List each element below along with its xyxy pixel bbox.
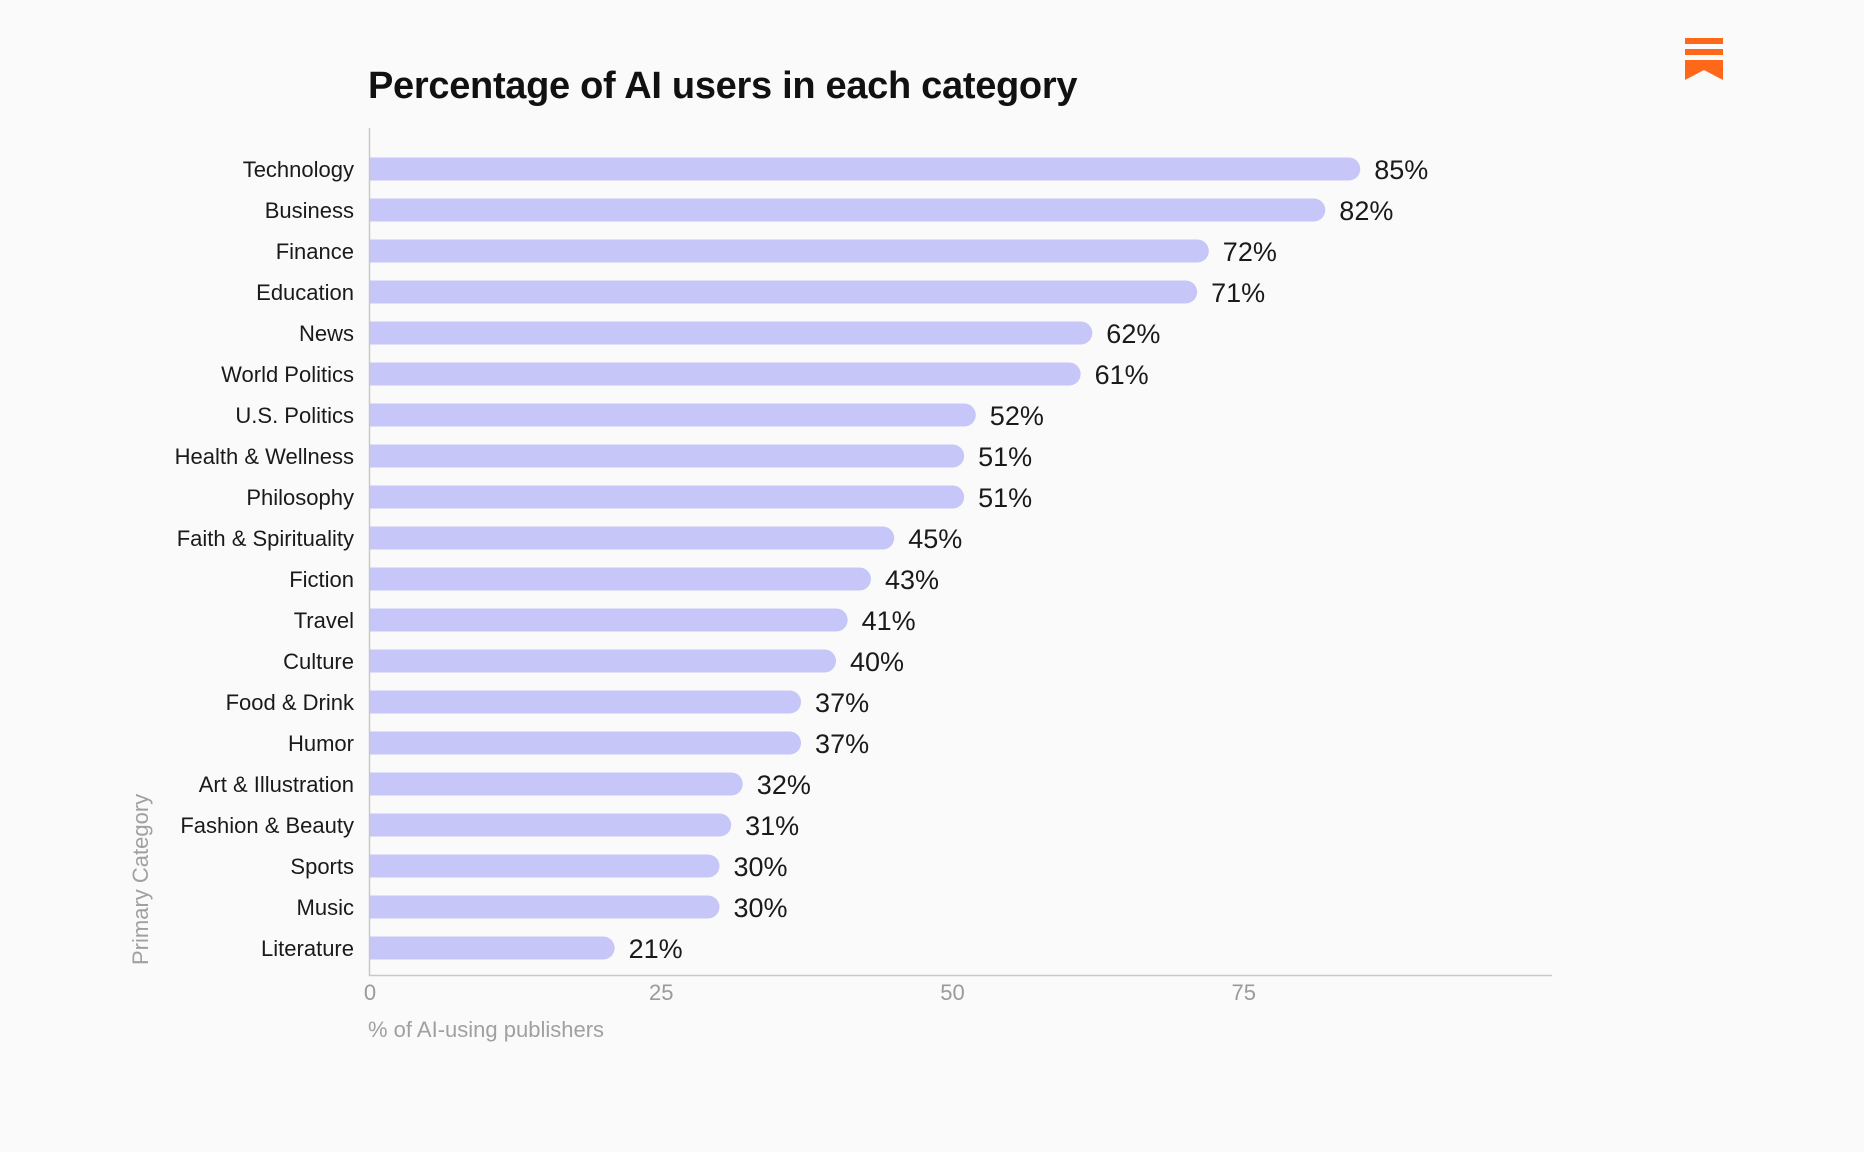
y-axis-title: Primary Category: [128, 794, 153, 965]
value-label: 40%: [850, 647, 904, 677]
x-tick-label: 75: [1232, 980, 1256, 1005]
value-label: 31%: [745, 811, 799, 841]
category-label: Humor: [288, 731, 354, 756]
bar: [370, 854, 720, 878]
category-label: U.S. Politics: [235, 403, 354, 428]
value-label: 52%: [990, 401, 1044, 431]
value-label: 32%: [757, 770, 811, 800]
x-tick-label: 25: [649, 980, 673, 1005]
value-label: 43%: [885, 565, 939, 595]
value-label: 62%: [1106, 319, 1160, 349]
value-label: 21%: [629, 934, 683, 964]
x-tick-label: 0: [364, 980, 376, 1005]
category-label: Fashion & Beauty: [180, 813, 354, 838]
category-label: Health & Wellness: [175, 444, 354, 469]
x-tick-label: 50: [940, 980, 964, 1005]
category-labels: Technology Business Finance Education News Wo…: [175, 157, 355, 961]
value-label: 85%: [1374, 155, 1428, 185]
value-label: 51%: [978, 442, 1032, 472]
category-label: Fiction: [289, 567, 354, 592]
category-label: Sports: [290, 854, 354, 879]
bar: [370, 649, 837, 673]
category-label: Literature: [261, 936, 354, 961]
category-label: Philosophy: [246, 485, 354, 510]
category-label: Music: [297, 895, 354, 920]
category-label: Finance: [276, 239, 354, 264]
category-label: Faith & Spirituality: [177, 526, 354, 551]
bar: [370, 321, 1093, 345]
category-label: Travel: [294, 608, 354, 633]
value-label: 51%: [978, 483, 1032, 513]
bar: [370, 280, 1198, 304]
value-label: 37%: [815, 729, 869, 759]
value-label: 41%: [862, 606, 916, 636]
bar: [370, 936, 615, 960]
substack-logo-icon: [1685, 38, 1723, 80]
x-axis-title: % of AI-using publishers: [368, 1017, 604, 1042]
bar: [370, 567, 871, 591]
value-label: 61%: [1095, 360, 1149, 390]
x-axis-ticks: 0 25 50 75: [364, 980, 1256, 1005]
category-label: Business: [265, 198, 354, 223]
bar: [370, 444, 965, 468]
bar: [370, 526, 895, 550]
bar: [370, 731, 802, 755]
bar: [370, 608, 848, 632]
value-label: 37%: [815, 688, 869, 718]
bar: [370, 157, 1361, 181]
value-label: 82%: [1339, 196, 1393, 226]
value-labels: 85% 82% 72% 71% 62% 61% 52% 51% 51% 45% 43% 41% 40% 3…: [629, 155, 1429, 964]
value-label: 72%: [1223, 237, 1277, 267]
bar: [370, 485, 965, 509]
category-label: Technology: [243, 157, 354, 182]
category-label: World Politics: [221, 362, 354, 387]
bar: [370, 772, 743, 796]
bar: [370, 239, 1209, 263]
bar: [370, 813, 732, 837]
value-label: 30%: [734, 893, 788, 923]
category-label: Education: [256, 280, 354, 305]
bar: [370, 198, 1326, 222]
bar: [370, 403, 976, 427]
bar: [370, 690, 802, 714]
bar: [370, 362, 1081, 386]
value-label: 71%: [1211, 278, 1265, 308]
category-label: Food & Drink: [226, 690, 355, 715]
category-label: Culture: [283, 649, 354, 674]
chart-title: Percentage of AI users in each category: [368, 65, 1077, 107]
bar: [370, 895, 720, 919]
value-label: 45%: [908, 524, 962, 554]
bar-series: [370, 157, 1361, 960]
value-label: 30%: [734, 852, 788, 882]
category-label: Art & Illustration: [199, 772, 354, 797]
category-label: News: [299, 321, 354, 346]
